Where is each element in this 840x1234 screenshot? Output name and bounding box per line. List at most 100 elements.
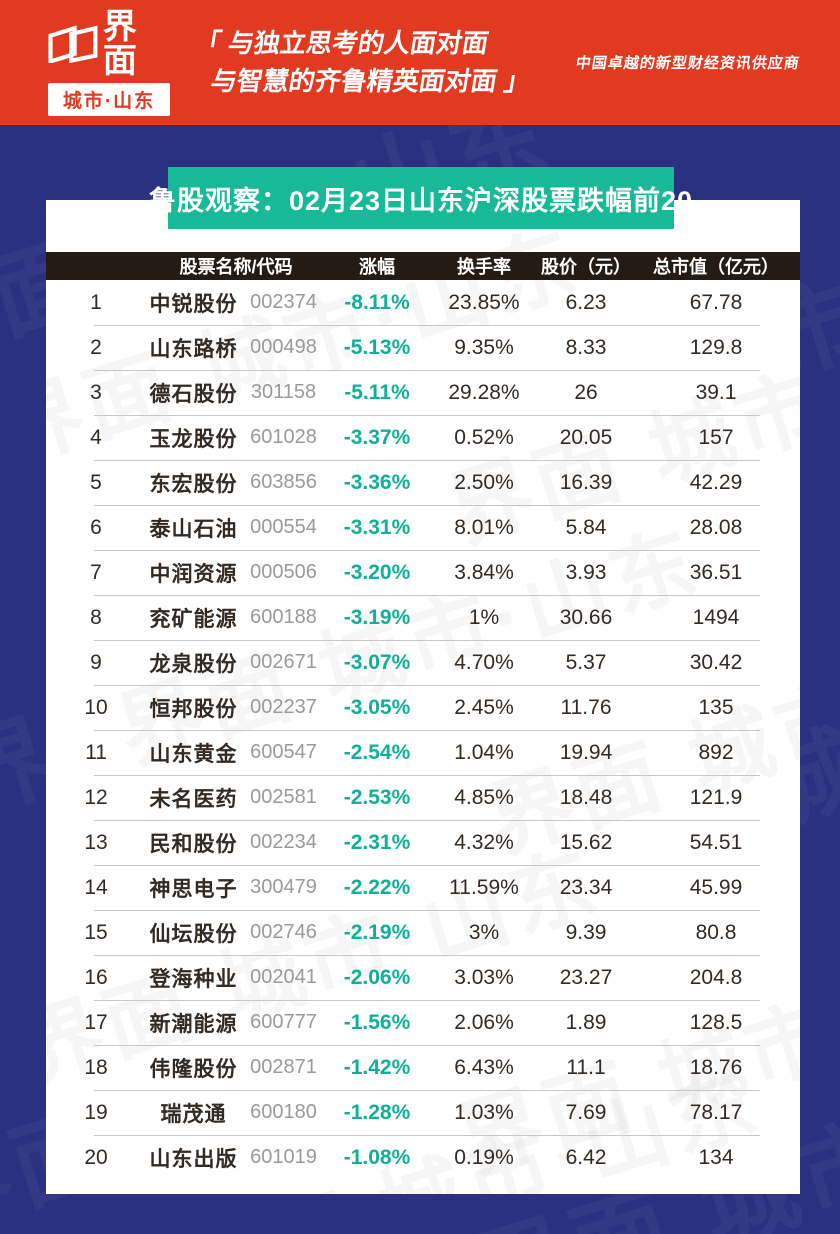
cell-code: 002234	[250, 831, 317, 853]
banner-quote: 「 与独立思考的人面对面 与智慧的齐鲁精英面对面 」	[186, 25, 539, 100]
cell-code: 000506	[250, 561, 317, 583]
header-market-cap: 总市值（亿元）	[653, 257, 779, 277]
cell-price: 3.93	[565, 560, 607, 584]
cell-rank: 19	[84, 1100, 108, 1124]
cell-rank: 4	[90, 425, 102, 449]
quote-line-2: 与智慧的齐鲁精英面对面 」	[208, 65, 533, 96]
brand-subtitle: 城市·山东	[48, 82, 170, 116]
table-row: 19 瑞茂通 600180 -1.28% 1.03% 7.69 78.17	[46, 1090, 800, 1135]
cell-name: 新潮能源	[149, 1012, 238, 1036]
cell-mcap: 45.99	[689, 875, 743, 899]
cell-mcap: 80.8	[695, 920, 737, 944]
table-row: 4 玉龙股份 601028 -3.37% 0.52% 20.05 157	[46, 415, 800, 460]
cell-change: -3.20%	[343, 560, 411, 584]
cell-mcap: 135	[698, 695, 734, 719]
cell-turnover: 3.84%	[454, 560, 514, 584]
cell-rank: 9	[90, 650, 102, 674]
table-row: 8 兖矿能源 600188 -3.19% 1% 30.66 1494	[46, 595, 800, 640]
table-row: 3 德石股份 301158 -5.11% 29.28% 26 39.1	[46, 370, 800, 415]
cell-mcap: 39.1	[695, 380, 737, 404]
cell-price: 9.39	[565, 920, 607, 944]
table-row: 15 仙坛股份 002746 -2.19% 3% 9.39 80.8	[46, 910, 800, 955]
table-row: 18 伟隆股份 002871 -1.42% 6.43% 11.1 18.76	[46, 1045, 800, 1090]
cell-code: 002374	[250, 291, 317, 313]
cell-rank: 20	[84, 1145, 108, 1169]
table-row: 14 神思电子 300479 -2.22% 11.59% 23.34 45.99	[46, 865, 800, 910]
cell-change: -5.13%	[343, 335, 411, 359]
cell-mcap: 78.17	[689, 1100, 743, 1124]
cell-name: 龙泉股份	[149, 652, 238, 676]
cell-name: 中润资源	[149, 562, 238, 586]
cell-name: 兖矿能源	[149, 607, 238, 631]
cell-rank: 17	[84, 1010, 108, 1034]
cell-mcap: 28.08	[689, 515, 743, 539]
cell-turnover: 23.85%	[448, 290, 520, 314]
cell-mcap: 128.5	[689, 1010, 743, 1034]
cell-code: 002237	[250, 696, 317, 718]
cell-code: 301158	[250, 381, 317, 403]
cell-turnover: 8.01%	[454, 515, 514, 539]
cell-mcap: 129.8	[689, 335, 743, 359]
table-row: 1 中锐股份 002374 -8.11% 23.85% 6.23 67.78	[46, 280, 800, 325]
cell-mcap: 54.51	[689, 830, 743, 854]
cell-price: 20.05	[559, 425, 613, 449]
cell-price: 11.76	[560, 695, 612, 719]
cell-mcap: 204.8	[689, 965, 743, 989]
table-row: 20 山东出版 601019 -1.08% 0.19% 6.42 134	[46, 1135, 800, 1180]
cell-price: 5.84	[565, 515, 607, 539]
cell-change: -5.11%	[344, 380, 410, 404]
cell-price: 7.69	[565, 1100, 607, 1124]
cell-name: 神思电子	[149, 877, 238, 901]
cell-turnover: 0.52%	[454, 425, 514, 449]
cell-code: 600547	[250, 741, 317, 763]
cell-price: 30.66	[559, 605, 613, 629]
cell-rank: 13	[84, 830, 108, 854]
cell-rank: 12	[84, 785, 108, 809]
cell-mcap: 36.51	[689, 560, 743, 584]
table-row: 16 登海种业 002041 -2.06% 3.03% 23.27 204.8	[46, 955, 800, 1000]
cell-price: 23.34	[559, 875, 613, 899]
cell-change: -2.54%	[343, 740, 411, 764]
cell-code: 000498	[250, 336, 317, 358]
cell-change: -3.36%	[343, 470, 411, 494]
cell-code: 000554	[250, 516, 317, 538]
cell-turnover: 2.06%	[454, 1010, 514, 1034]
jiemian-logo-icon	[48, 24, 98, 63]
cell-turnover: 1.03%	[454, 1100, 514, 1124]
cell-price: 11.1	[566, 1055, 606, 1079]
cell-price: 6.42	[565, 1145, 607, 1169]
cell-mcap: 67.78	[689, 290, 743, 314]
cell-name: 东宏股份	[149, 472, 238, 496]
cell-rank: 5	[90, 470, 102, 494]
cell-name: 仙坛股份	[149, 922, 238, 946]
cell-mcap: 134	[698, 1145, 734, 1169]
cell-price: 5.37	[565, 650, 607, 674]
table-header: 股票名称/代码 涨幅 换手率 股价（元） 总市值（亿元）	[46, 252, 800, 280]
cell-turnover: 1%	[468, 605, 500, 629]
cell-rank: 10	[84, 695, 108, 719]
cell-turnover: 1.04%	[454, 740, 514, 764]
cell-rank: 1	[90, 290, 102, 314]
cell-rank: 16	[84, 965, 108, 989]
cell-price: 16.39	[559, 470, 613, 494]
cell-rank: 2	[90, 335, 102, 359]
cell-change: -1.56%	[343, 1010, 411, 1034]
cell-code: 002581	[250, 786, 317, 808]
cell-code: 601019	[250, 1146, 317, 1168]
quote-line-1: 「 与独立思考的人面对面	[192, 27, 491, 58]
table-row: 9 龙泉股份 002671 -3.07% 4.70% 5.37 30.42	[46, 640, 800, 685]
cell-name: 山东路桥	[149, 337, 238, 361]
cell-price: 15.62	[559, 830, 613, 854]
cell-change: -3.19%	[343, 605, 411, 629]
cell-rank: 7	[90, 560, 102, 584]
cell-rank: 3	[90, 380, 102, 404]
report-title: 鲁股观察：02月23日山东沪深股票跌幅前20	[149, 167, 692, 229]
cell-name: 伟隆股份	[149, 1057, 238, 1081]
cell-code: 600180	[250, 1101, 317, 1123]
cell-turnover: 2.45%	[454, 695, 514, 719]
cell-change: -2.53%	[343, 785, 411, 809]
cell-mcap: 18.76	[689, 1055, 743, 1079]
cell-turnover: 4.85%	[454, 785, 514, 809]
header-price: 股价（元）	[541, 257, 631, 277]
